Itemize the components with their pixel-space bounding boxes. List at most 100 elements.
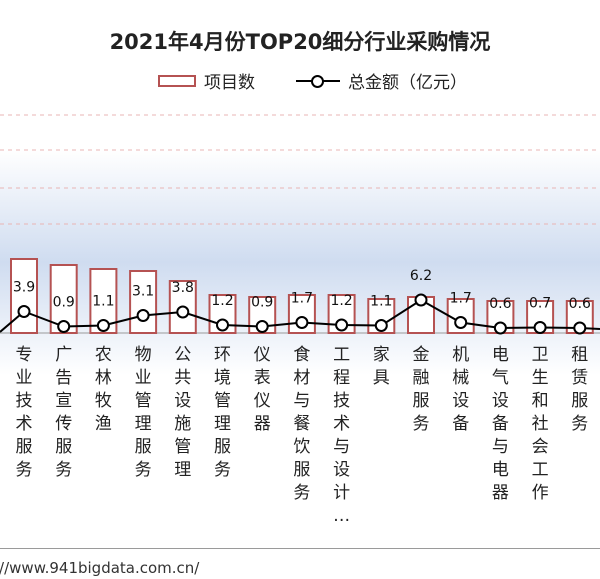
legend-line-marker-icon: [296, 73, 340, 89]
category-label: 机: [452, 345, 469, 365]
category-label: 宣: [55, 391, 72, 411]
data-label: 3.8: [172, 280, 194, 296]
category-label: 材: [293, 368, 310, 388]
line-point: [176, 305, 190, 319]
category-label: 备: [452, 414, 469, 434]
category-label: 具: [373, 368, 390, 388]
category-label: 与: [333, 437, 350, 457]
category-label: 农: [95, 345, 112, 365]
data-labels: 3.9 0.9 1.1 3.1 3.8 1.2 0.9 1.7 1.2 1.1 6.2 1.7 0.6 0…: [13, 268, 591, 312]
category-label: 理: [174, 460, 191, 480]
category-label: 务: [571, 414, 588, 434]
category-label: 仪: [254, 345, 271, 365]
category-label: 气: [492, 368, 509, 388]
category-label: 务: [135, 460, 152, 480]
bar: [10, 258, 38, 334]
category-label: 服: [214, 437, 231, 457]
category-label: 牧: [95, 391, 112, 411]
data-label: 1.7: [450, 291, 472, 307]
category-label: 业: [135, 368, 152, 388]
category-label: 饮: [293, 437, 310, 457]
category-label: 会: [532, 437, 549, 457]
line-point: [216, 318, 229, 332]
legend-item-line: 总金额（亿元）: [296, 68, 467, 93]
category-label: 与: [293, 391, 310, 411]
category-label: 公: [174, 345, 191, 365]
category-label: 服: [413, 391, 430, 411]
bar-series: [10, 258, 594, 334]
category-label: 务: [413, 414, 430, 434]
category-label: 理: [135, 414, 152, 434]
legend-bar-swatch: [158, 74, 196, 87]
category-label: 作: [532, 483, 549, 503]
data-label: 3.1: [132, 284, 154, 300]
line-point: [374, 319, 388, 332]
category-label: 境: [214, 368, 231, 388]
category-label: 管: [214, 391, 231, 411]
line-point: [493, 321, 507, 335]
category-label: 表: [254, 368, 271, 388]
category-label: 传: [55, 414, 72, 434]
category-label: 计: [333, 483, 350, 503]
legend-item-bars: 项目数: [158, 68, 255, 93]
category-label: 生: [532, 368, 549, 388]
category-label: 林: [95, 368, 112, 388]
line-point: [414, 293, 428, 307]
category-label: 管: [174, 437, 191, 457]
bar: [129, 270, 158, 334]
category-label: 和: [532, 391, 549, 411]
data-label: 1.1: [370, 294, 392, 310]
category-label: 告: [55, 368, 72, 388]
line-point: [17, 305, 31, 318]
category-label: 设: [333, 460, 350, 480]
data-label: 1.2: [211, 293, 233, 309]
chart-title: 2021年4月份TOP20细分行业采购情况: [109, 30, 491, 54]
category-label: 技: [16, 391, 33, 411]
category-label: 租: [571, 345, 588, 365]
line-point: [96, 319, 110, 332]
category-label: 电: [492, 460, 509, 480]
chart-canvas: 3.9 0.9 1.1 3.1 3.8 1.2 0.9 1.7 1.2 1.1 6.2 1.7 0.6 0…: [0, 114, 600, 526]
line-point: [136, 309, 150, 322]
category-label: 赁: [571, 368, 588, 388]
category-label: 务: [214, 460, 231, 480]
category-label: 业: [16, 368, 33, 388]
legend-line-label: 总金额（亿元）: [348, 73, 467, 93]
category-label: 卫: [532, 345, 549, 365]
category-label: 施: [174, 414, 191, 434]
data-label: 1.7: [291, 291, 313, 307]
category-label: …: [333, 506, 350, 526]
data-label: 1.2: [330, 293, 352, 309]
data-label: 6.2: [410, 268, 432, 284]
category-label: 物: [135, 345, 152, 365]
bar: [208, 294, 237, 334]
category-label: 术: [333, 414, 350, 434]
category-label: 与: [492, 437, 509, 457]
category-label: 服: [571, 391, 588, 411]
category-label: 食: [293, 345, 310, 365]
category-label: 融: [413, 368, 430, 388]
data-label: 0.9: [251, 295, 273, 311]
category-label: 社: [532, 414, 549, 434]
category-label: 仪: [254, 391, 271, 411]
category-label: 家: [373, 345, 390, 365]
category-labels: 专业技术服务广告宣传服务农林牧渔物业管理服务公共设施管理环境管理服务仪表仪器食材…: [16, 345, 589, 526]
legend-bar-label: 项目数: [204, 73, 255, 93]
source-url: ://www.941bigdata.com.cn/: [0, 559, 200, 577]
line-point: [533, 321, 547, 334]
line-point: [335, 318, 349, 332]
line-point: [454, 316, 468, 329]
category-label: 工: [333, 345, 350, 365]
category-label: 共: [174, 368, 191, 388]
category-label: 设: [492, 391, 509, 411]
category-label: 管: [135, 391, 152, 411]
bar: [287, 294, 316, 334]
data-label: 0.6: [569, 296, 591, 312]
data-label: 1.1: [92, 294, 114, 310]
category-label: 务: [55, 460, 72, 480]
data-label: 0.9: [53, 295, 75, 311]
category-label: 服: [293, 460, 310, 480]
category-label: 技: [333, 391, 350, 411]
category-label: 备: [492, 414, 509, 434]
category-label: 广: [55, 345, 72, 365]
